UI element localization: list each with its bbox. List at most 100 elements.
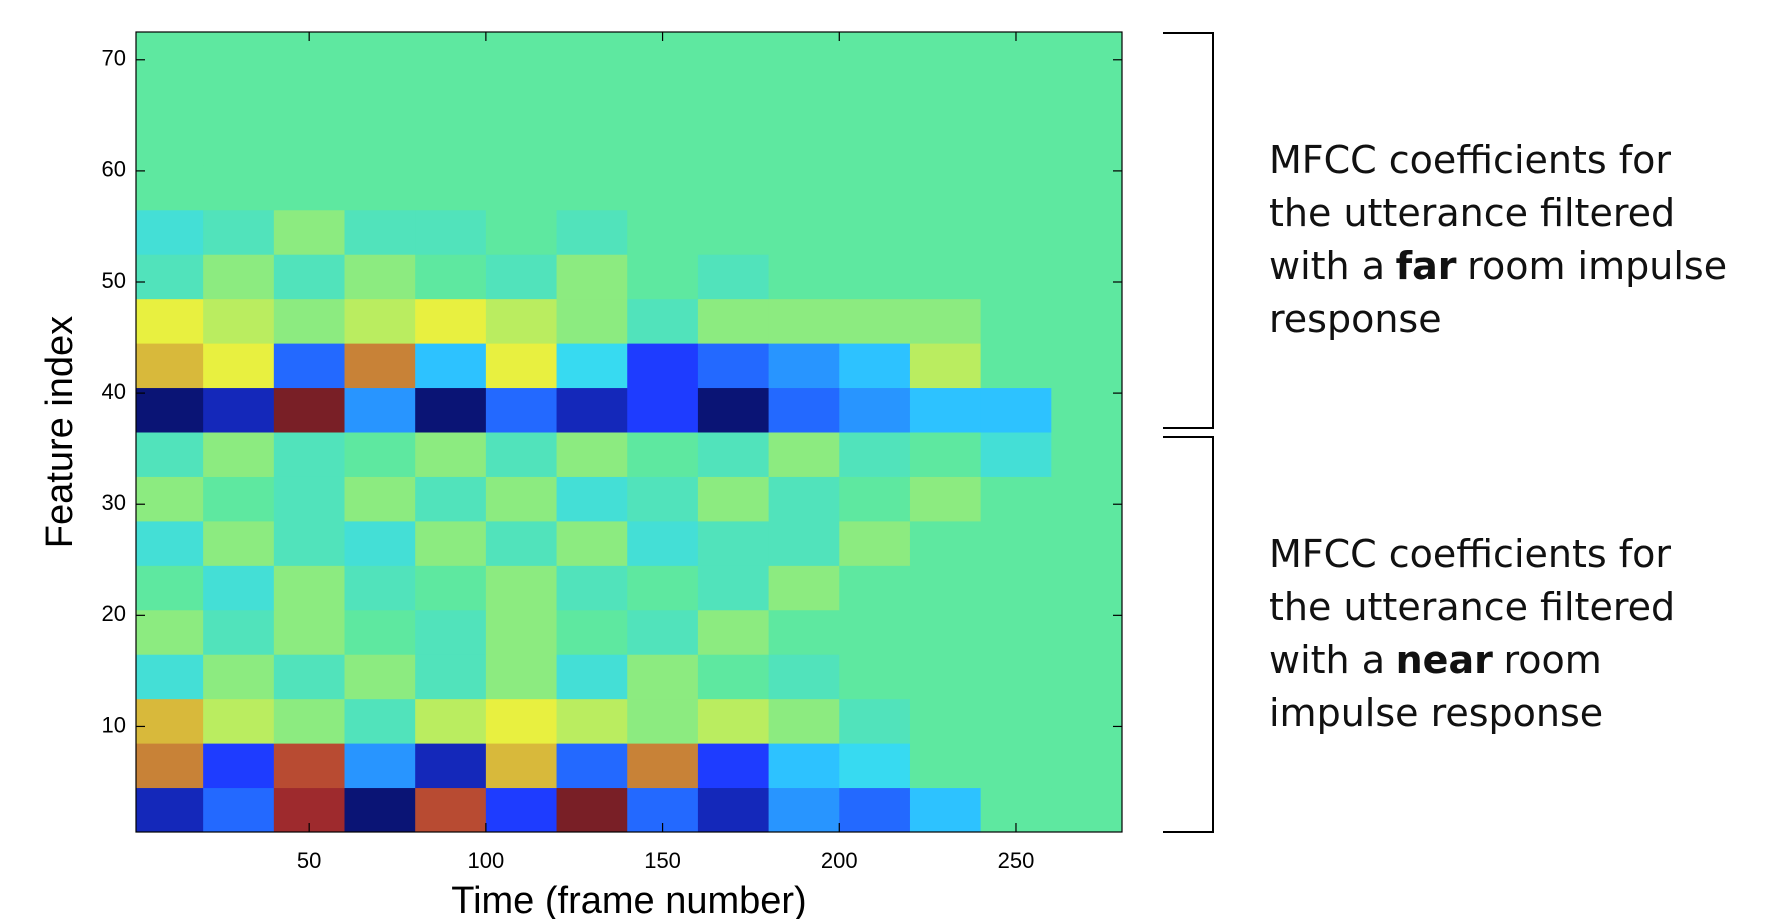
heatmap-cell	[981, 610, 1052, 655]
heatmap-cell	[769, 76, 840, 121]
heatmap-cell	[203, 476, 274, 521]
y-tick-label: 60	[102, 157, 126, 182]
heatmap-cell	[486, 699, 557, 744]
heatmap-cell	[136, 476, 204, 521]
heatmap-cell	[486, 165, 557, 210]
heatmap-cell	[1051, 76, 1122, 121]
heatmap-cell	[557, 121, 628, 166]
heatmap-cell	[627, 476, 698, 521]
heatmap-cell	[769, 121, 840, 166]
heatmap-cell	[698, 699, 769, 744]
heatmap-cell	[1051, 788, 1122, 833]
heatmap-cell	[769, 610, 840, 655]
heatmap-cell	[345, 743, 416, 788]
heatmap-cell	[769, 32, 840, 77]
heatmap-cell	[415, 388, 486, 433]
heatmap-cell	[203, 654, 274, 699]
heatmap-cell	[981, 521, 1052, 566]
heatmap-cell	[910, 254, 981, 299]
heatmap-cell	[981, 76, 1052, 121]
heatmap-cell	[557, 788, 628, 833]
heatmap-cell	[839, 121, 910, 166]
heatmap-cell	[415, 432, 486, 477]
heatmap-cell	[698, 432, 769, 477]
heatmap-cell	[136, 432, 204, 477]
heatmap-cell	[486, 610, 557, 655]
heatmap-cell	[981, 343, 1052, 388]
heatmap-cell	[839, 610, 910, 655]
heatmap-cell	[345, 432, 416, 477]
heatmap-cell	[557, 654, 628, 699]
heatmap-cell	[698, 210, 769, 255]
heatmap-cell	[627, 254, 698, 299]
heatmap-cell	[769, 476, 840, 521]
heatmap-cell	[839, 165, 910, 210]
annotation-line: the utterance filtered	[1269, 581, 1686, 634]
heatmap-cell	[136, 699, 204, 744]
heatmap-cell	[839, 388, 910, 433]
heatmap-cell	[769, 432, 840, 477]
heatmap-cell	[981, 388, 1052, 433]
heatmap-cell	[415, 743, 486, 788]
heatmap-cell	[557, 32, 628, 77]
heatmap-cell	[769, 521, 840, 566]
heatmap-cell	[981, 210, 1052, 255]
heatmap-cell	[136, 210, 204, 255]
heatmap-cell	[627, 743, 698, 788]
heatmap-cell	[627, 388, 698, 433]
y-tick-label: 50	[102, 268, 126, 293]
heatmap-cell	[698, 654, 769, 699]
heatmap-cell	[981, 432, 1052, 477]
heatmap-cell	[839, 699, 910, 744]
heatmap-cell	[981, 654, 1052, 699]
heatmap-cell	[557, 521, 628, 566]
heatmap-cell	[839, 521, 910, 566]
heatmap-cell	[203, 299, 274, 344]
heatmap-cell	[486, 254, 557, 299]
heatmap-cell	[345, 788, 416, 833]
heatmap-cell	[486, 343, 557, 388]
y-tick-label: 30	[102, 490, 126, 515]
heatmap-cell	[910, 210, 981, 255]
y-tick-label: 20	[102, 601, 126, 626]
heatmap-cell	[203, 343, 274, 388]
heatmap-cell	[345, 254, 416, 299]
heatmap-cell	[769, 699, 840, 744]
heatmap-cell	[345, 32, 416, 77]
heatmap-cell	[981, 254, 1052, 299]
heatmap-cell	[345, 76, 416, 121]
heatmap-cell	[203, 788, 274, 833]
heatmap-cell	[415, 699, 486, 744]
annotation-text: MFCC coefficients for	[1269, 138, 1671, 182]
heatmap-cell	[136, 121, 204, 166]
heatmap-cell	[1051, 521, 1122, 566]
y-tick-label: 70	[102, 46, 126, 71]
heatmap-cell	[486, 654, 557, 699]
heatmap-cell	[274, 565, 345, 610]
heatmap-cell	[910, 165, 981, 210]
heatmap-cell	[769, 788, 840, 833]
heatmap-cell	[415, 788, 486, 833]
heatmap-cell	[627, 699, 698, 744]
heatmap-cell	[486, 210, 557, 255]
heatmap-cell	[203, 254, 274, 299]
x-axis-label: Time (frame number)	[451, 880, 806, 919]
heatmap-cell	[839, 299, 910, 344]
heatmap-cell	[1051, 210, 1122, 255]
heatmap-cell	[557, 432, 628, 477]
heatmap-cell	[274, 699, 345, 744]
heatmap-cell	[769, 299, 840, 344]
heatmap-cell	[136, 32, 204, 77]
heatmap-cell	[557, 699, 628, 744]
heatmap-cell	[981, 565, 1052, 610]
heatmap-cell	[274, 521, 345, 566]
heatmap-cell	[415, 521, 486, 566]
heatmap-cell	[1051, 121, 1122, 166]
annotation-near: MFCC coefficients forthe utterance filte…	[1269, 528, 1686, 740]
heatmap-cell	[557, 610, 628, 655]
annotation-text: with a	[1269, 638, 1385, 682]
annotation-line: response	[1269, 293, 1738, 346]
heatmap-cell	[698, 165, 769, 210]
heatmap-cell	[839, 476, 910, 521]
